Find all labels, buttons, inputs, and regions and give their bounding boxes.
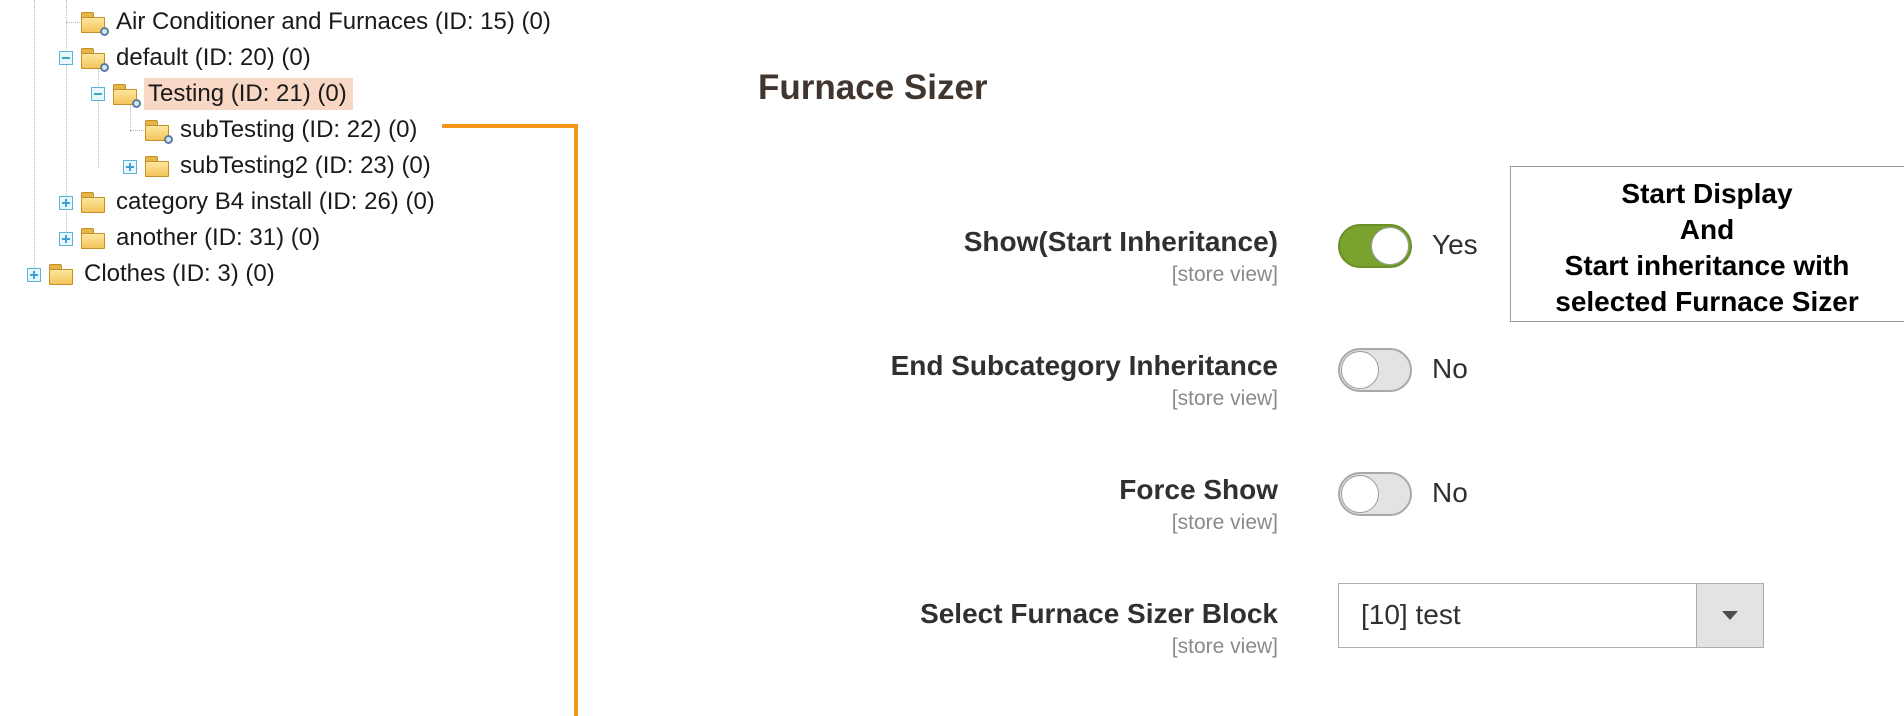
tree-node-label: Clothes (ID: 3) (0): [84, 260, 275, 287]
tree-node-subtesting[interactable]: subTesting (ID: 22) (0): [144, 112, 423, 148]
tree-node-label: Air Conditioner and Furnaces (ID: 15) (0…: [116, 8, 551, 35]
force-show-field-label: Force Show: [1119, 474, 1278, 505]
end-inheritance-field-scope: [store view]: [1171, 387, 1278, 410]
force-show-toggle-state: No: [1432, 477, 1468, 508]
folder-search-icon: [80, 46, 109, 72]
section-title: Furnace Sizer: [758, 68, 988, 107]
tree-guide-line: [66, 0, 67, 238]
toggle-knob: [1371, 227, 1409, 265]
annotation-callout: Start Display And Start inheritance with…: [1510, 166, 1904, 322]
toggle-knob: [1341, 351, 1379, 389]
tree-node-label: subTesting (ID: 22) (0): [180, 116, 418, 143]
tree-node-label: another (ID: 31) (0): [116, 224, 321, 251]
callout-line: And: [1679, 214, 1735, 245]
tree-node-air-conditioner[interactable]: Air Conditioner and Furnaces (ID: 15) (0…: [80, 4, 557, 40]
show-toggle-state: Yes: [1432, 229, 1478, 260]
end-inheritance-toggle-state: No: [1432, 353, 1468, 384]
annotation-connector: [442, 124, 578, 128]
tree-node-testing[interactable]: Testing (ID: 21) (0): [112, 76, 353, 112]
tree-node-label: default (ID: 20) (0): [116, 44, 311, 71]
folder-icon: [48, 262, 76, 286]
expand-toggle-icon[interactable]: [59, 196, 73, 210]
folder-icon: [80, 190, 108, 214]
show-toggle-switch[interactable]: [1338, 224, 1412, 268]
expand-toggle-icon[interactable]: [59, 232, 73, 246]
tree-guide-line: [130, 102, 131, 132]
annotation-connector: [574, 124, 578, 716]
toggle-knob: [1341, 475, 1379, 513]
category-tree: Air Conditioner and Furnaces (ID: 15) (0…: [0, 0, 600, 716]
tree-guide-line: [130, 130, 144, 131]
tree-guide-line: [66, 22, 80, 23]
tree-guide-line: [98, 66, 99, 168]
furnace-sizer-block-select[interactable]: [10] test: [1338, 583, 1764, 648]
chevron-down-icon: [1722, 611, 1738, 620]
expand-toggle-icon[interactable]: [123, 160, 137, 174]
expand-toggle-icon[interactable]: [27, 268, 41, 282]
tree-node-category-b4-install[interactable]: category B4 install (ID: 26) (0): [80, 184, 441, 220]
end-inheritance-field-label: End Subcategory Inheritance: [890, 350, 1278, 381]
block-field-scope: [store view]: [1171, 635, 1278, 658]
collapse-toggle-icon[interactable]: [59, 51, 73, 65]
callout-line: selected Furnace Sizer: [1555, 286, 1859, 317]
folder-search-icon: [80, 10, 109, 36]
tree-node-another[interactable]: another (ID: 31) (0): [80, 220, 326, 256]
select-dropdown-button[interactable]: [1696, 584, 1763, 647]
tree-node-label: subTesting2 (ID: 23) (0): [180, 152, 431, 179]
tree-node-subtesting2[interactable]: subTesting2 (ID: 23) (0): [144, 148, 437, 184]
force-show-field-scope: [store view]: [1171, 511, 1278, 534]
tree-node-clothes[interactable]: Clothes (ID: 3) (0): [48, 256, 281, 292]
tree-node-default[interactable]: default (ID: 20) (0): [80, 40, 317, 76]
callout-line: Start inheritance with: [1564, 250, 1850, 281]
folder-icon: [80, 226, 108, 250]
show-field-label: Show(Start Inheritance): [963, 226, 1278, 257]
callout-line: Start Display: [1621, 178, 1793, 209]
force-show-toggle-switch[interactable]: [1338, 472, 1412, 516]
folder-icon: [144, 154, 172, 178]
tree-node-label: Testing (ID: 21) (0): [144, 78, 353, 110]
select-value: [10] test: [1361, 599, 1461, 630]
block-field-label: Select Furnace Sizer Block: [920, 598, 1278, 629]
show-field-scope: [store view]: [1171, 263, 1278, 286]
collapse-toggle-icon[interactable]: [91, 87, 105, 101]
tree-node-label: category B4 install (ID: 26) (0): [116, 188, 435, 215]
tree-guide-line: [34, 0, 35, 276]
folder-search-icon: [112, 82, 141, 108]
end-inheritance-toggle-switch[interactable]: [1338, 348, 1412, 392]
folder-search-icon: [144, 118, 173, 144]
